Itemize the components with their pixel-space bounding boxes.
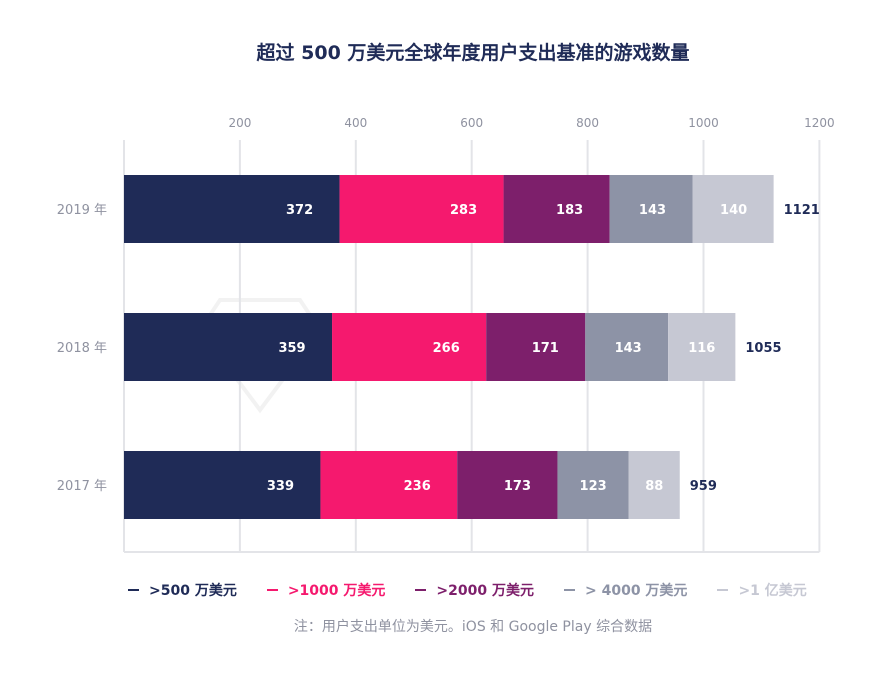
bar-segment [124, 175, 340, 243]
bar-segment [486, 313, 586, 381]
data-label: 173 [504, 479, 531, 494]
category-label: 2017 年 [57, 479, 107, 494]
data-label: 143 [615, 341, 642, 356]
data-label: 236 [404, 479, 431, 494]
legend-label: > 4000 万美元 [584, 583, 688, 599]
bar-segment [124, 313, 333, 381]
legend-item: >1000 万美元 [266, 580, 386, 600]
total-label: 1055 [745, 341, 781, 356]
category-label: 2018 年 [57, 341, 107, 356]
bar-segment [339, 175, 504, 243]
bar-segment [332, 313, 487, 381]
bar-segment [557, 451, 629, 519]
category-label: 2019 年 [57, 203, 107, 218]
chart-note: 注：用户支出单位为美元。iOS 和 Google Play 综合数据 [293, 619, 653, 635]
data-label: 183 [556, 203, 583, 218]
legend: >500 万美元 >1000 万美元 >2000 万美元 > 4000 万美元 >1 亿… [128, 580, 837, 600]
data-label: 359 [278, 341, 305, 356]
legend-item: >2000 万美元 [415, 580, 534, 600]
legend-item: >500 万美元 [128, 580, 237, 600]
data-label: 283 [450, 203, 477, 218]
x-tick-label: 1000 [688, 116, 719, 130]
legend-label: >1000 万美元 [287, 583, 386, 599]
legend-label: >2000 万美元 [436, 583, 534, 599]
x-tick-label: 600 [460, 116, 483, 130]
data-label: 116 [688, 341, 715, 356]
data-label: 372 [286, 203, 313, 218]
bar-segment [609, 175, 693, 243]
legend-swatch-icon [415, 589, 427, 591]
x-tick-label: 800 [576, 116, 599, 130]
legend-label: >500 万美元 [149, 583, 237, 599]
data-label: 143 [639, 203, 666, 218]
data-label: 123 [580, 479, 607, 494]
bar-segment [124, 451, 321, 519]
data-label: 266 [433, 341, 460, 356]
legend-swatch-icon [266, 589, 278, 591]
data-label: 140 [720, 203, 747, 218]
legend-label: >1 亿美元 [738, 583, 807, 599]
x-tick-label: 400 [344, 116, 367, 130]
legend-swatch-icon [563, 589, 575, 591]
bar-segment [320, 451, 458, 519]
bar-segment [668, 313, 736, 381]
legend-item: >1 亿美元 [717, 580, 807, 600]
x-tick-label: 1200 [804, 116, 835, 130]
bar-segment [457, 451, 558, 519]
data-label: 88 [645, 479, 663, 494]
bar-segment [628, 451, 680, 519]
total-label: 959 [690, 479, 717, 494]
legend-swatch-icon [128, 589, 139, 591]
bar-segment [692, 175, 774, 243]
data-label: 339 [267, 479, 294, 494]
bar-segment [585, 313, 669, 381]
data-label: 171 [532, 341, 559, 356]
total-label: 1121 [784, 203, 820, 218]
legend-swatch-icon [717, 589, 729, 591]
chart-title: 超过 500 万美元全球年度用户支出基准的游戏数量 [256, 42, 690, 64]
bar-segment [503, 175, 610, 243]
legend-item: > 4000 万美元 [563, 580, 688, 600]
x-tick-label: 200 [228, 116, 251, 130]
